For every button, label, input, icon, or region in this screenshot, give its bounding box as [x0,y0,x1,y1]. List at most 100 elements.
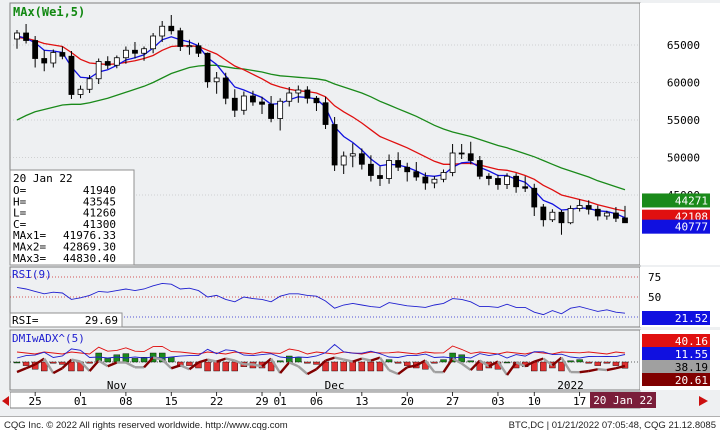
rsi-tick-75: 75 [648,271,661,284]
candle-body [441,173,446,180]
candle-body [214,78,219,82]
price-tick-label: 65000 [667,39,700,52]
chart-title: MAx(Wei,5) [13,5,85,19]
dmi-bar [395,362,401,363]
candle-body [477,161,482,177]
dmi-bar [540,362,546,371]
candle-body [550,212,555,220]
candle-body [368,164,373,175]
candle-body [232,98,237,110]
legend-value: 44830.40 [63,252,116,265]
scroll-right-button[interactable] [690,392,720,408]
candle-body [151,36,156,49]
dmi-bar [277,361,283,362]
candle-body [278,101,283,118]
month-label: 2022 [557,379,584,392]
candle-body [87,79,92,90]
date-tick-label: 10 [528,395,541,408]
dmi-bar [386,360,392,362]
candle-body [505,176,510,184]
candle-body [495,179,500,185]
dmi-bar [377,362,383,371]
candle-body [260,102,265,104]
adx-segment [598,369,607,370]
candle-body [514,176,519,187]
dmi-bar [68,362,74,371]
candle-body [450,153,455,173]
dmi-bar [577,360,583,362]
candle-body [24,33,29,41]
candle-body [559,212,564,223]
rsi-title: RSI(9) [12,268,52,281]
rsi-value: 29.69 [85,314,118,327]
dmi-bar [359,362,365,371]
dmi-bar [604,362,610,363]
date-tick-label: 01 [74,395,87,408]
dmi-bar [568,361,574,362]
date-tick-label: 13 [355,395,368,408]
candle-body [205,53,210,82]
candle-body [196,46,201,54]
dmi-bar [114,355,120,362]
scroll-left-button[interactable] [0,392,10,416]
month-label: Dec [325,379,345,392]
date-tick-label: 06 [310,395,323,408]
candle-body [269,104,274,118]
candle-body [486,176,491,178]
candle-body [250,96,255,102]
month-label: Nov [107,379,127,392]
last-value-tag-text: 40777 [675,221,708,234]
footer-bar: CQG Inc. © 2022 All rights reserved worl… [0,416,720,434]
candle-body [223,78,228,98]
dmi-bar [50,362,56,363]
candle-body [459,153,464,154]
dmi-tag-text: 11.55 [675,348,708,361]
candle-body [468,154,473,161]
dmi-bar [205,362,211,371]
dmi-bar [613,362,619,366]
date-axis [10,392,640,408]
dmi-bar [468,361,474,362]
dmi-bar [459,355,465,362]
dmi-bar [350,362,356,371]
price-tick-label: 60000 [667,77,700,90]
dmi-bar [332,362,338,371]
candle-body [287,93,292,101]
dmi-bar [186,362,192,366]
candle-body [377,176,382,179]
candle-body [160,26,165,36]
dmi-bar [14,362,20,363]
candle-body [33,41,38,59]
current-date-tag-text: 20 Jan 22 [593,394,653,407]
candle-body [187,46,192,47]
candle-body [613,213,618,218]
price-tick-label: 55000 [667,114,700,127]
price-chart[interactable]: 20 Jan 22O=41940H=43545L=41260C=41300MAx… [0,0,720,416]
dmi-bar [341,362,347,371]
candle-body [42,59,47,64]
candle-body [123,50,128,58]
candle-body [423,177,428,183]
candle-body [541,207,546,220]
dmi-bar [132,358,138,362]
candle-body [432,179,437,183]
adx-segment [580,371,589,372]
dmi-bar [504,362,510,363]
dmi-bar [87,362,93,363]
candle-body [577,206,582,209]
candle-body [604,213,609,216]
dmi-bar [304,362,310,363]
candle-body [296,90,301,93]
date-tick-label: 15 [165,395,178,408]
rsi-tag-text: 21.52 [675,312,708,325]
candle-body [60,53,65,57]
candle-body [314,98,319,103]
date-tick-label: 25 [29,395,42,408]
dmi-bar [313,362,319,364]
date-tick-label: 29 [255,395,268,408]
date-tick-label: 22 [210,395,223,408]
candle-body [241,96,246,110]
candle-body [305,90,310,98]
